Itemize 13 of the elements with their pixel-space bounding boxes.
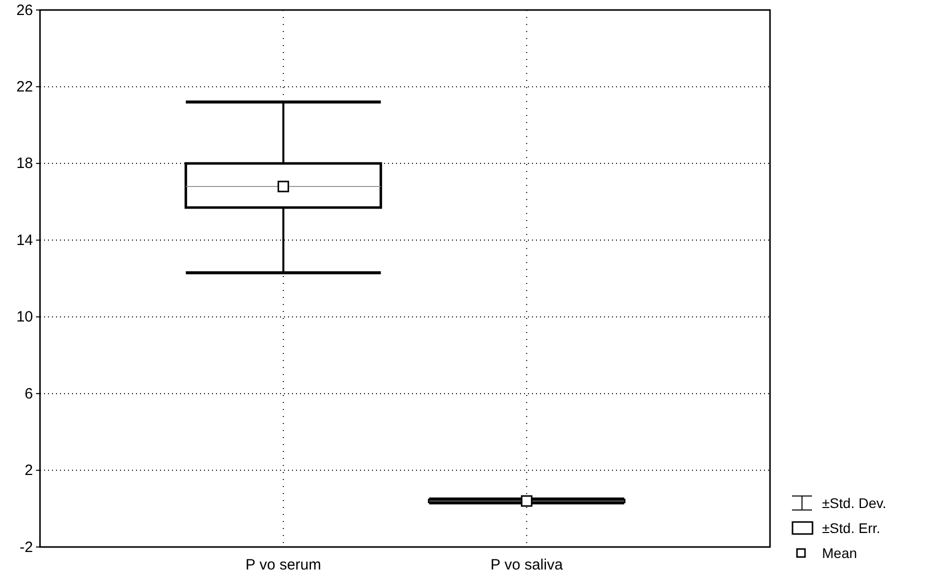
y-tick-label: -2: [20, 538, 33, 556]
y-tick-label: 2: [24, 462, 33, 480]
text: Mean: [822, 545, 858, 561]
y-tick-label: 6: [24, 385, 33, 402]
text: ±Std. Dev.: [822, 495, 886, 511]
y-tick-label: 18: [16, 155, 33, 172]
x-tick-label: P vo saliva: [490, 556, 564, 574]
y-tick-label: 22: [16, 78, 33, 96]
y-tick-label: 14: [16, 232, 33, 249]
text: ±Std. Err.: [822, 520, 880, 536]
y-tick-label: 26: [16, 2, 33, 19]
y-tick-label: 10: [16, 308, 33, 326]
x-tick-label: P vo serum: [246, 556, 322, 574]
